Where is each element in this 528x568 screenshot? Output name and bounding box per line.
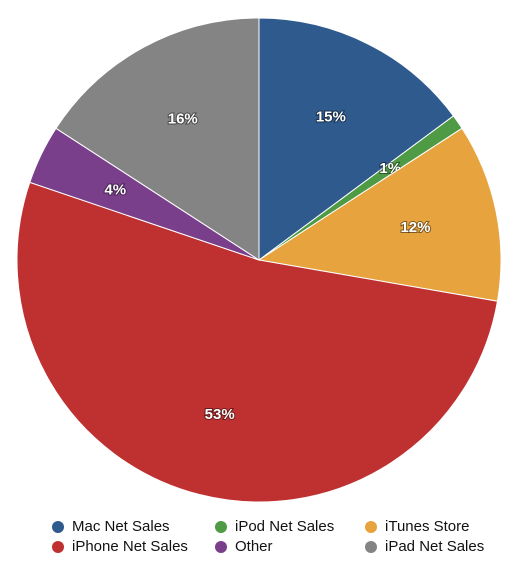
legend-marker (52, 541, 64, 553)
legend-label: iTunes Store (385, 518, 470, 535)
data-label: 15% (316, 108, 346, 125)
legend-label: iPhone Net Sales (72, 538, 188, 555)
legend-marker (215, 521, 227, 533)
legend-label: iPod Net Sales (235, 518, 334, 535)
legend-marker (52, 521, 64, 533)
legend-marker (365, 541, 377, 553)
data-label: 53% (205, 406, 235, 423)
legend-label: Mac Net Sales (72, 518, 170, 535)
data-label: 16% (168, 111, 198, 128)
legend-label: iPad Net Sales (385, 538, 484, 555)
pie-slice (258, 17, 455, 261)
pie-slice (16, 181, 499, 503)
legend-marker (215, 541, 227, 553)
data-label: 4% (104, 181, 126, 198)
legend-label: Other (235, 538, 273, 555)
data-label: 12% (400, 219, 430, 236)
pie-slice (257, 127, 502, 302)
legend-marker (365, 521, 377, 533)
pie-slice (55, 17, 260, 261)
